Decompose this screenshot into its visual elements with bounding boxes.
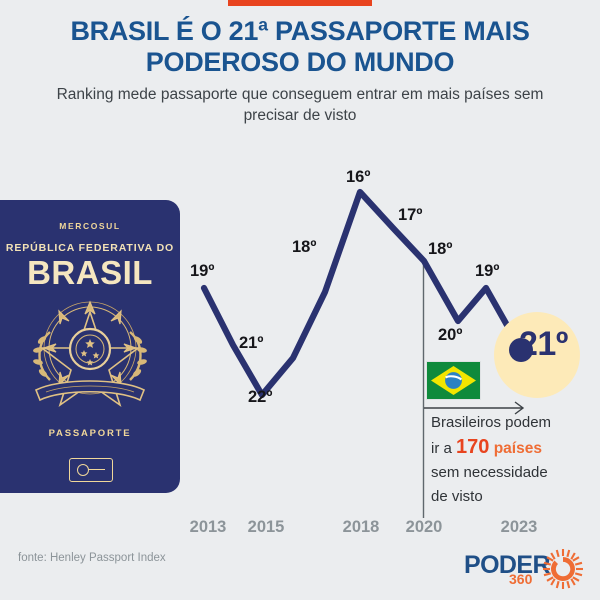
brazil-coat-of-arms-icon bbox=[33, 300, 147, 408]
annotation-country-count: 170 bbox=[456, 436, 490, 458]
source-note: fonte: Henley Passport Index bbox=[18, 552, 166, 564]
logo-wordmark: PODER bbox=[464, 551, 551, 579]
point-label-2013: 19º bbox=[190, 262, 215, 280]
highlight-circle bbox=[494, 312, 580, 398]
biometric-chip-icon bbox=[69, 458, 113, 482]
page-subtitle: Ranking mede passaporte que conseguem en… bbox=[30, 84, 570, 126]
ranking-line-series bbox=[200, 188, 525, 399]
annotation-line2-post: países bbox=[489, 440, 542, 457]
annotation-line4: de visto bbox=[431, 488, 483, 505]
logo-number: 360 bbox=[509, 571, 533, 587]
point-label-2014: 21º bbox=[239, 334, 264, 352]
annotation-line3: sem necessidade bbox=[431, 464, 548, 481]
passport-passaporte-text: PASSAPORTE bbox=[48, 428, 132, 439]
point-label-2022: 19º bbox=[475, 262, 500, 280]
axis-tick-2013: 2013 bbox=[189, 518, 227, 536]
page-subtitle-line2: sem precisar de visto bbox=[243, 86, 544, 124]
axis-tick-2015: 2015 bbox=[247, 518, 285, 536]
point-label-2018: 16º bbox=[346, 168, 371, 186]
highlight-rank-label: 21º bbox=[519, 325, 568, 363]
page-subtitle-line1: Ranking mede passaporte que conseguem en… bbox=[56, 86, 510, 103]
page-title: BRASIL É O 21ª PASSAPORTE MAIS PODEROSO … bbox=[0, 16, 600, 78]
passport-country-text: BRASIL bbox=[27, 254, 153, 291]
annotation-arrow-head bbox=[514, 401, 525, 415]
passport-mercosul-text: MERCOSUL bbox=[59, 221, 121, 231]
axis-tick-2020: 2020 bbox=[405, 518, 443, 536]
top-accent-bar bbox=[228, 0, 372, 6]
page-title-line2: PODEROSO DO MUNDO bbox=[145, 47, 455, 77]
point-label-2017: 18º bbox=[292, 238, 317, 256]
passport-illustration: MERCOSUL REPÚBLICA FEDERATIVA DO BRASIL bbox=[0, 200, 180, 493]
annotation-line1: Brasileiros podem bbox=[431, 414, 552, 431]
passport-republic-text: REPÚBLICA FEDERATIVA DO bbox=[5, 242, 175, 254]
annotation-line2-pre: ir a bbox=[431, 440, 457, 457]
annotation-line2: ir a 170 países bbox=[431, 435, 591, 461]
point-label-2021: 20º bbox=[438, 326, 463, 344]
point-label-2015: 22º bbox=[248, 388, 273, 406]
poder360-logo[interactable]: PODER 360 bbox=[464, 548, 586, 589]
point-label-2019: 17º bbox=[398, 206, 423, 224]
axis-tick-2018: 2018 bbox=[342, 518, 380, 536]
annotation-text: Brasileiros podem ir a 170 países sem ne… bbox=[431, 411, 591, 509]
page-title-line1: BRASIL É O 21ª PASSAPORTE MAIS bbox=[70, 16, 530, 46]
brazil-flag-icon bbox=[426, 361, 481, 400]
sunburst-icon bbox=[543, 549, 583, 589]
point-label-2020: 18º bbox=[428, 240, 453, 258]
axis-tick-2023: 2023 bbox=[500, 518, 538, 536]
